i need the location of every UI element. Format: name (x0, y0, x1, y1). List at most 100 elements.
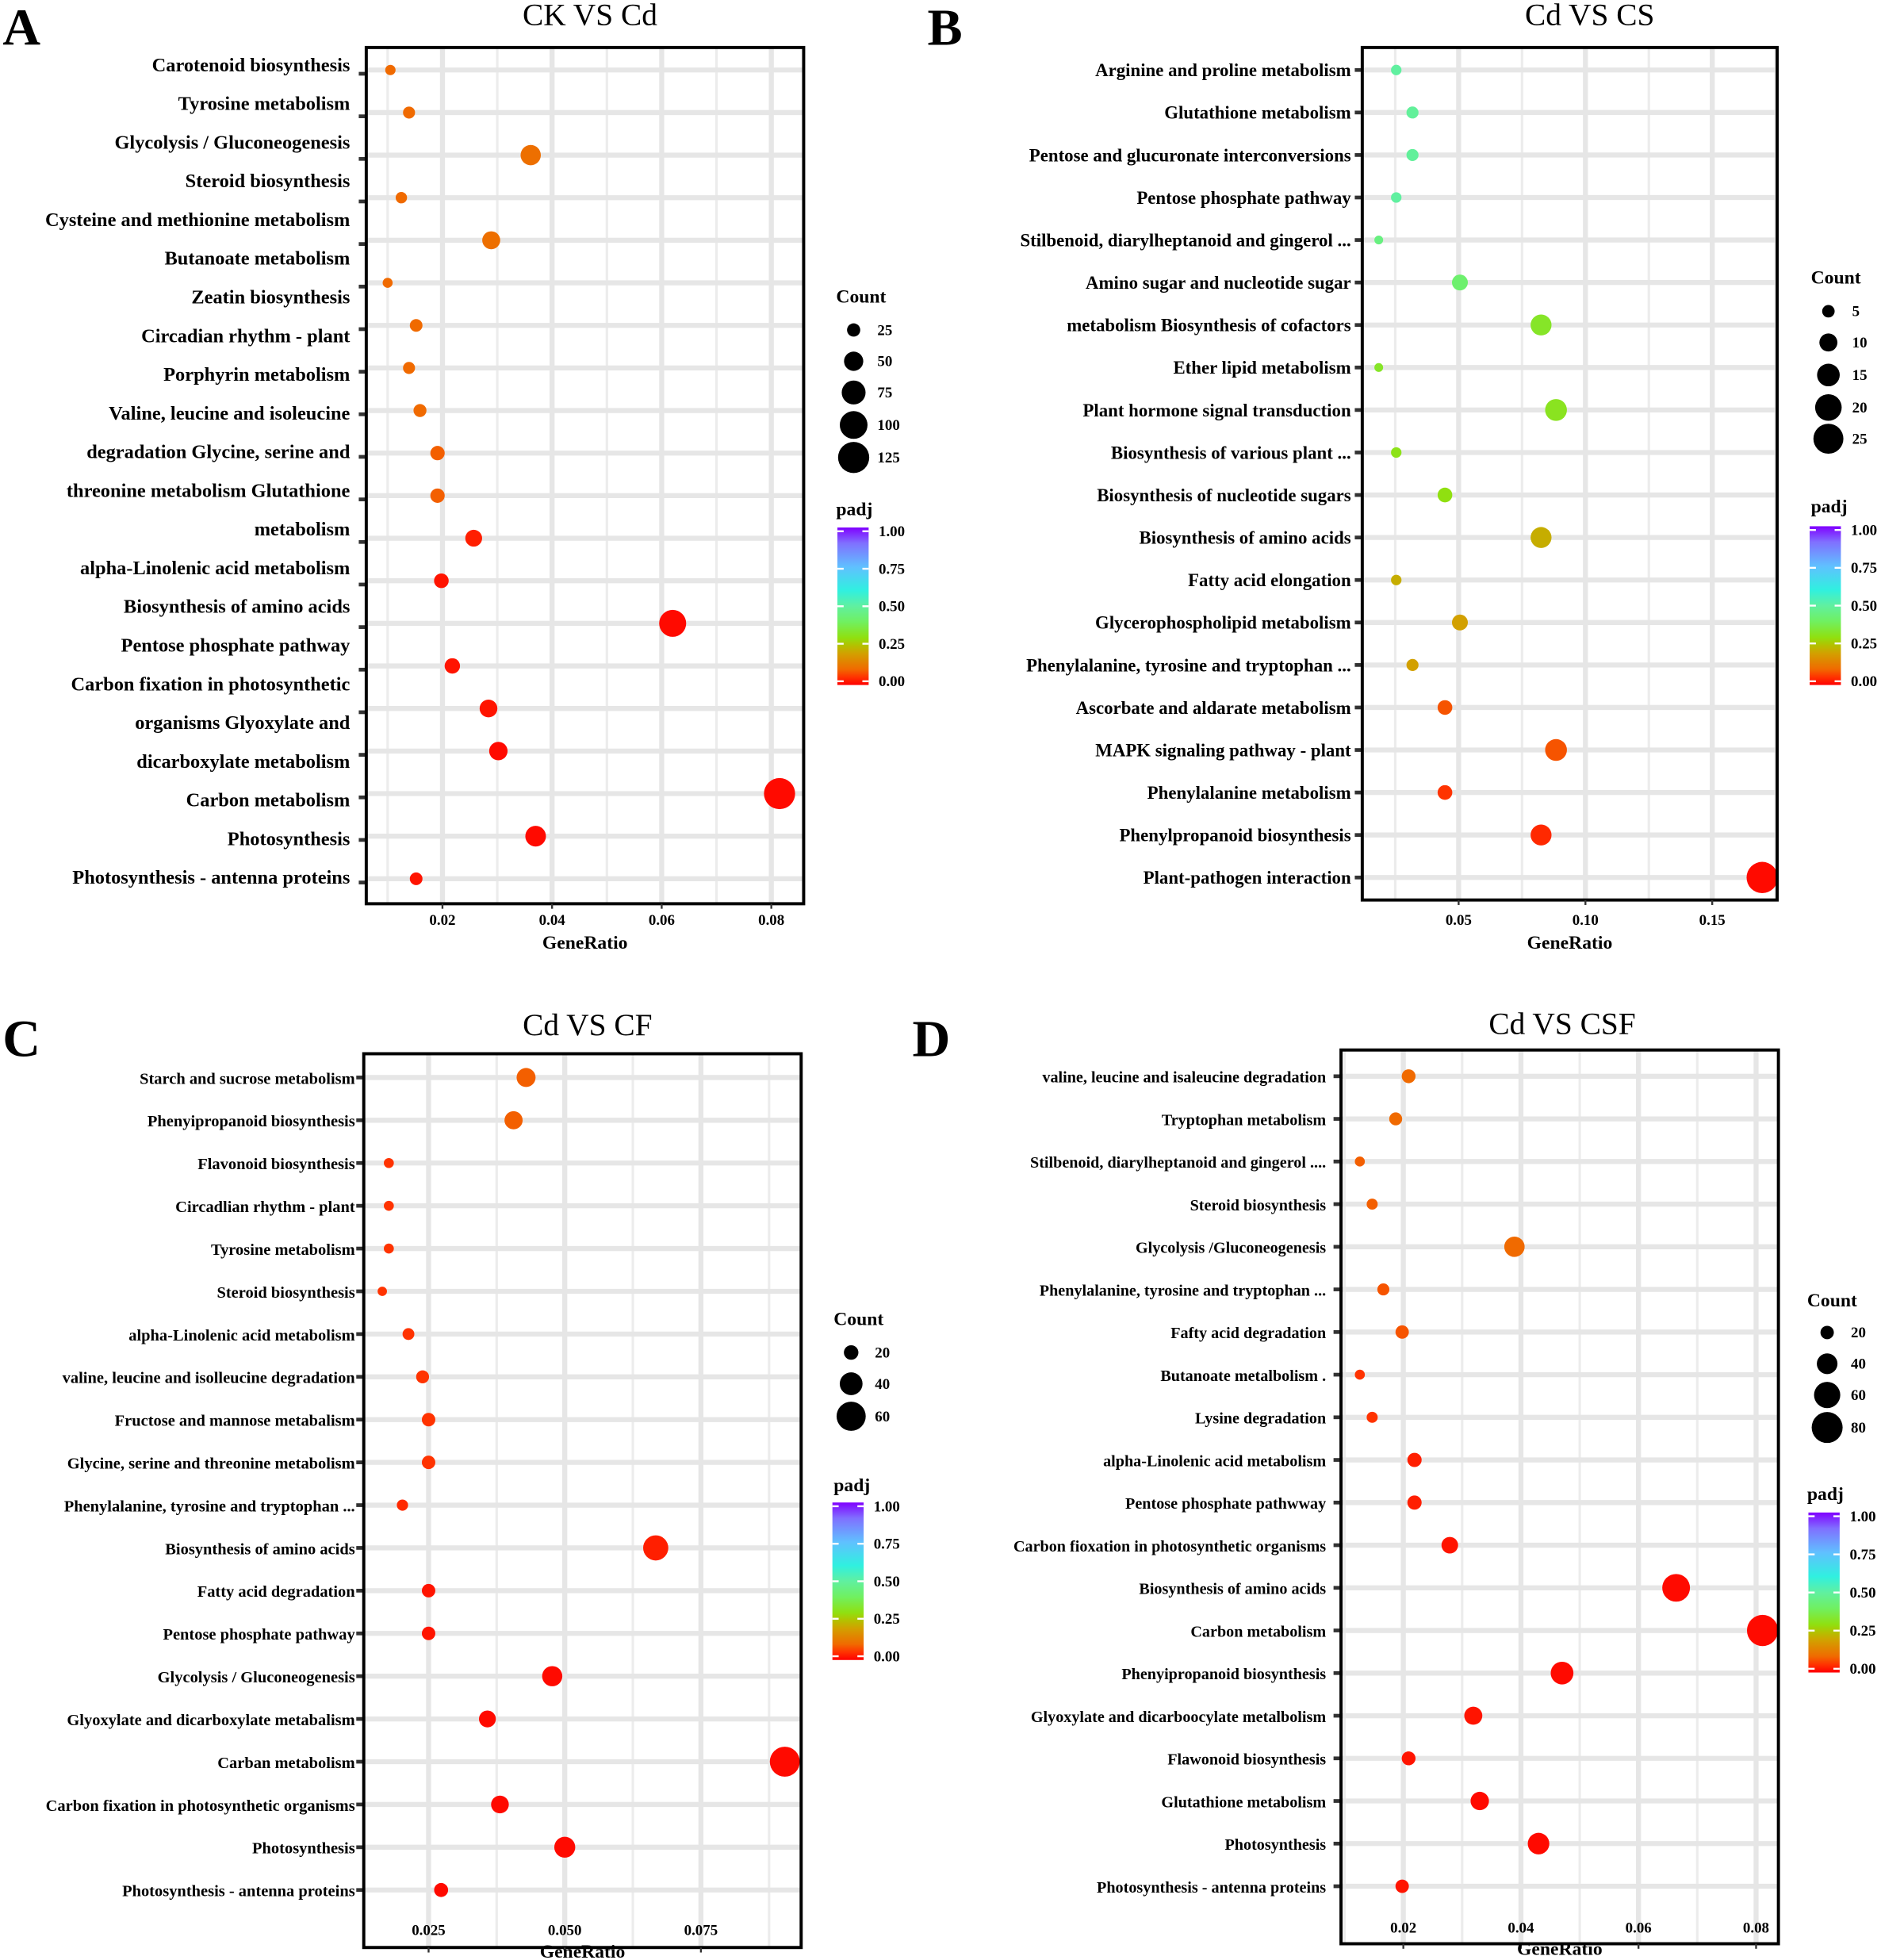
data-point (1504, 1236, 1525, 1257)
y-tick-label: valine, leucine and isaleucine degradati… (1042, 1069, 1326, 1087)
data-point (1391, 192, 1402, 203)
legend-size-circle (1819, 333, 1838, 352)
data-point (1451, 614, 1469, 631)
colorbar-label: 0.75 (1849, 1547, 1875, 1563)
legend-size-circle (847, 323, 860, 337)
legend-size-label: 50 (877, 354, 892, 370)
legend-size-label: 15 (1852, 367, 1868, 384)
legend-padj-title: padj (1811, 497, 1848, 517)
y-tick-label: Flawonoid biosynthesis (1167, 1751, 1326, 1769)
data-point (520, 144, 542, 166)
legend-size-circle (844, 351, 864, 371)
y-tick-label: Biosynthesis of amino acids (165, 1540, 354, 1558)
x-axis-label: GeneRatio (1527, 933, 1613, 953)
plot-border (362, 1052, 803, 1950)
data-point (377, 1287, 387, 1296)
y-tick-label: Steroid biosynthesis (1190, 1197, 1327, 1214)
y-tick-label: Starch and sucrose metabolism (140, 1070, 355, 1087)
y-tick-label: Phenylalanine, tyrosine and tryptophan .… (1026, 655, 1351, 675)
data-point (659, 609, 687, 637)
data-point (525, 826, 546, 847)
legend-padj-title: padj (833, 1475, 870, 1496)
y-tick-label: Glycine, serine and threonine metabolism (67, 1456, 355, 1473)
data-point (482, 231, 500, 250)
colorbar-label: 0.50 (1849, 1585, 1875, 1601)
data-point (1366, 1199, 1378, 1210)
y-tick-label: Phenyipropanoid biosynthesis (1121, 1666, 1326, 1683)
data-point (1464, 1706, 1483, 1725)
colorbar-label: 0.00 (879, 673, 905, 690)
x-tick-label: 0.050 (548, 1922, 582, 1939)
data-point (643, 1535, 669, 1561)
data-point (1377, 1283, 1390, 1296)
plot-border (1339, 1048, 1780, 1946)
data-point (1406, 658, 1419, 671)
data-point (1391, 447, 1402, 458)
legend-size-circle (1814, 393, 1842, 421)
y-tick-label: Glycolysis /Gluconeogenesis (1136, 1240, 1326, 1257)
y-tick-label: Carban metabolism (217, 1755, 354, 1772)
y-tick-label: Pentose phosphate pathwway (1125, 1495, 1326, 1513)
data-point (1441, 1536, 1458, 1554)
x-tick-label: 0.06 (1626, 1920, 1652, 1936)
y-tick-label: metabolism Biosynthesis of cofactors (1067, 316, 1351, 336)
data-point (1545, 738, 1567, 761)
data-point (397, 1499, 408, 1511)
data-point (1746, 861, 1778, 893)
data-point (1545, 399, 1567, 421)
y-tick-label: Photosynthesis (252, 1840, 355, 1858)
y-tick-label: Photosynthesis - antenna proteins (122, 1883, 355, 1901)
x-axis-label: GeneRatio (1517, 1939, 1603, 1960)
y-tick-label: threonine metabolism Glutathione (67, 480, 351, 501)
data-point (1391, 64, 1402, 75)
colorbar-label: 1.00 (874, 1498, 900, 1515)
y-tick-label: Carbon fioxation in photosynthetic organ… (1013, 1538, 1326, 1555)
legend-size-label: 60 (875, 1409, 890, 1425)
data-point (413, 404, 427, 417)
data-point (465, 529, 482, 547)
legend-count-title: Count (1807, 1291, 1857, 1311)
legend-size-label: 20 (875, 1344, 890, 1361)
y-tick-label: Biosynthesis of various plant ... (1111, 443, 1351, 462)
legend-size-circle (1822, 305, 1835, 318)
y-tick-label: dicarboxylate metabolism (136, 751, 350, 773)
y-tick-label: Biosynthesis of amino acids (1139, 528, 1350, 548)
data-point (1437, 487, 1453, 503)
y-tick-label: metabolism (255, 519, 351, 540)
y-tick-label: Fatty acid elongation (1188, 570, 1351, 590)
panel-letter: B (927, 0, 962, 57)
y-tick-label: Ether lipid metabolism (1173, 358, 1350, 378)
data-point (491, 1795, 509, 1814)
y-tick-label: Tyrosine metabolism (178, 94, 351, 115)
y-tick-label: Steroid biosynthesis (186, 171, 351, 192)
legend-size-label: 10 (1852, 335, 1868, 351)
y-tick-label: Fafty acid degradation (1170, 1325, 1326, 1342)
legend-size-circle (836, 1402, 866, 1431)
data-point (1662, 1574, 1691, 1602)
y-tick-label: Phenyipropanoid biosynthesis (147, 1113, 355, 1130)
data-point (1550, 1661, 1574, 1685)
colorbar-label: 0.00 (1849, 1661, 1875, 1678)
colorbar-label: 0.50 (874, 1574, 900, 1590)
data-point (1406, 106, 1419, 119)
panel-b: B Cd VS CS Arginine and proline metabolism… (927, 0, 1877, 953)
data-point (402, 1328, 415, 1341)
data-point (1451, 274, 1469, 291)
data-point (488, 742, 508, 761)
data-point (421, 1626, 435, 1640)
colorbar-label: 0.75 (1851, 560, 1877, 577)
y-tick-label: alpha-Linolenic acid metabolism (1103, 1452, 1326, 1470)
data-point (1527, 1832, 1550, 1855)
data-point (479, 700, 498, 718)
y-tick-label: Carbon fixation in photosynthetic (71, 673, 350, 695)
legend-size-circle (1820, 1325, 1834, 1340)
panel-letter: A (2, 0, 40, 57)
y-tick-label: MAPK signaling pathway - plant (1095, 740, 1351, 760)
legend-count-title: Count (1811, 268, 1861, 289)
colorbar-label: 0.25 (874, 1611, 900, 1628)
legend-size-circle (1811, 1412, 1843, 1444)
y-tick-label: Pentose phosphate pathway (163, 1626, 355, 1644)
